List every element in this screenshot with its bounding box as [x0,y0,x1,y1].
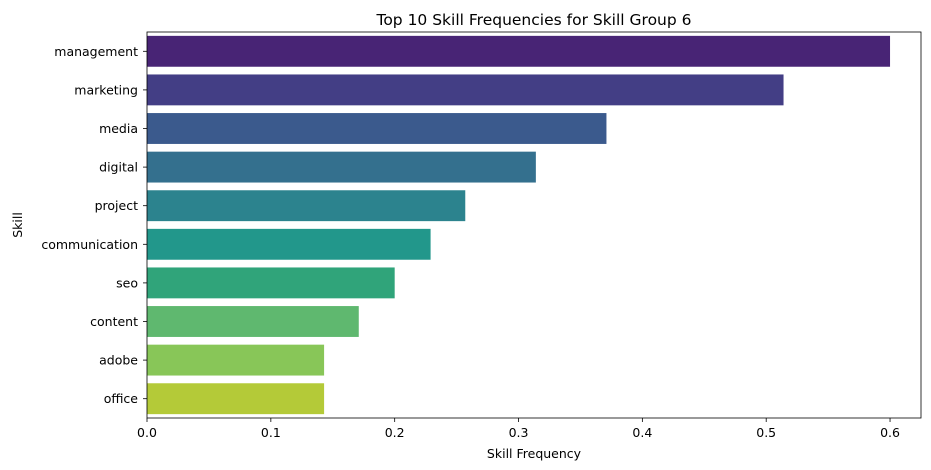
plot-frame [146,31,922,419]
bar-media [147,113,607,144]
y-tick-label: communication [41,237,138,252]
bar-office [147,383,325,415]
y-tick-label: management [54,44,138,59]
x-tick-label: 0.1 [261,425,281,440]
x-tick-label: 0.2 [385,425,405,440]
bar-content [147,306,359,337]
y-tick-label: seo [116,275,138,290]
y-axis-ticks: management marketing media digital project co… [41,44,147,406]
y-tick-label: office [104,391,139,406]
y-tick-label: content [90,314,138,329]
x-tick-label: 0.4 [632,425,652,440]
chart-title: Top 10 Skill Frequencies for Skill Group… [375,11,691,29]
y-tick-label: adobe [99,353,138,368]
x-tick-label: 0.5 [756,425,776,440]
y-tick-label: digital [99,160,138,175]
bar-management [147,35,891,67]
bars-group [147,35,891,415]
y-tick-label: media [99,121,138,136]
bar-project [147,190,466,222]
bar-adobe [147,344,325,376]
y-tick-label: project [95,198,138,213]
x-tick-label: 0.3 [509,425,529,440]
bar-communication [147,228,431,260]
x-axis-label: Skill Frequency [487,446,582,461]
y-axis-label: Skill [10,212,25,238]
x-tick-label: 0.6 [880,425,900,440]
bar-marketing [147,74,784,106]
x-tick-label: 0.0 [137,425,157,440]
x-axis-ticks: 0.0 0.1 0.2 0.3 0.4 0.5 0.6 [137,418,900,440]
bar-digital [147,151,536,183]
bar-seo [147,267,395,299]
y-tick-label: marketing [74,82,138,97]
